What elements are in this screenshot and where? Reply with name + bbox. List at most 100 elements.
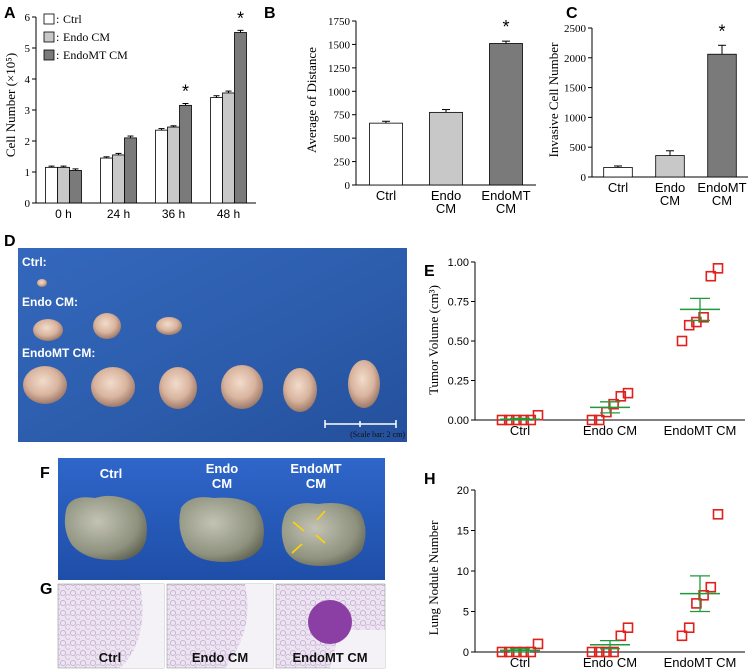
tumor-photo-panel: Ctrl: Endo CM: EndoMT CM: (Scale bar: 2 … — [18, 248, 407, 442]
histology-background — [225, 584, 273, 668]
chart-e-x-tick-label: Ctrl — [510, 423, 530, 438]
chart-e-data-point — [593, 414, 605, 426]
chart-b-y-tick-label: 1000 — [328, 86, 351, 98]
chart-h-data-point — [698, 589, 709, 601]
legend-label-endo: Endo CM — [63, 30, 110, 44]
chart-e-data-point — [615, 390, 627, 402]
panel-letter-h: H — [424, 471, 436, 488]
chart-h-data-point — [683, 622, 695, 634]
chart-h-x-tick-label: Ctrl — [510, 655, 530, 669]
chart-h-data-point — [586, 646, 598, 658]
chart-a-bar — [155, 129, 168, 204]
chart-c-y-tick-label: 1000 — [564, 112, 587, 124]
metastatic-nodule — [308, 600, 352, 644]
chart-h-x-tick-label: Endo CM — [583, 655, 637, 669]
chart-e-data-point — [712, 263, 724, 274]
tumor-endo — [93, 313, 121, 339]
chart-a-y-tick-label: 5 — [25, 43, 31, 55]
chart-b-y-tick-label: 500 — [334, 133, 351, 145]
chart-a-x-tick-label: 0 h — [55, 207, 72, 221]
chart-h-data-point — [593, 646, 605, 658]
chart-h-y-tick-label: 10 — [457, 566, 469, 578]
chart-e-y-tick-label: 0.75 — [448, 297, 469, 309]
chart-c-bar — [707, 53, 737, 178]
chart-h-x-tick-label: EndoMT CM — [664, 655, 737, 669]
panel-letter-g: G — [40, 581, 52, 598]
chart-b-x-tick-label: CM — [436, 201, 456, 216]
chart-a: Cell Number (×10⁵) : Ctrl : Endo CM : En… — [3, 8, 256, 221]
chart-a-significance-star: * — [182, 81, 189, 101]
chart-e-x-tick-label: Endo CM — [583, 423, 637, 438]
lung-endomt — [281, 503, 366, 566]
scale-bar-label: (Scale bar: 2 cm) — [350, 430, 405, 439]
chart-a-y-tick-label: 6 — [25, 12, 31, 24]
chart-a-x-tick-label: 36 h — [162, 207, 185, 221]
chart-e-data-point — [683, 319, 695, 331]
lung-ctrl — [64, 495, 147, 561]
chart-c: Invasive Cell Number 0 500 1000 1500 2000 250… — [546, 21, 748, 208]
chart-a-bar — [167, 126, 180, 204]
legend-prefix: : — [56, 30, 59, 44]
chart-e-data-point — [586, 414, 598, 426]
chart-h-y-tick-label: 15 — [457, 526, 469, 538]
chart-e-data-point — [608, 398, 619, 410]
chart-b-x-tick-label: Endo — [431, 188, 461, 203]
tumor-endomt — [283, 368, 317, 412]
chart-h-data-point — [691, 598, 702, 609]
chart-e-ylabel: Tumor Volume (cm³) — [426, 285, 441, 395]
nodule-arrows — [291, 510, 326, 554]
chart-b-x-tick-label: EndoMT — [481, 188, 530, 203]
chart-a-bar — [45, 166, 58, 204]
chart-h-data-point — [532, 638, 544, 650]
tumor-endomt — [221, 365, 263, 409]
histology-label-ctrl: Ctrl — [99, 650, 121, 665]
chart-c-ylabel: Invasive Cell Number — [546, 42, 561, 157]
tumor-ctrl — [37, 279, 47, 287]
chart-e: Tumor Volume (cm³) 0.00 0.25 0.50 0.75 1.00 C… — [426, 257, 745, 438]
lung-label-ctrl: Ctrl — [100, 466, 122, 481]
chart-c-y-tick-label: 0 — [581, 172, 587, 184]
panel-letter-a: A — [4, 5, 16, 22]
chart-b-y-tick-label: 750 — [334, 110, 351, 122]
chart-a-legend: : Ctrl : Endo CM : EndoMT CM — [43, 12, 128, 62]
tumor-photo-background — [18, 248, 407, 442]
legend-prefix: : — [56, 48, 59, 62]
chart-e-data-point — [496, 414, 508, 426]
chart-c-y-tick-label: 2500 — [564, 23, 587, 35]
chart-a-y-tick-label: 0 — [25, 198, 31, 210]
chart-e-data-point — [676, 335, 688, 347]
legend-prefix: : — [56, 12, 59, 26]
lung-photo-panel: Ctrl Endo CM EndoMT CM — [58, 458, 385, 580]
chart-a-y-tick-label: 2 — [25, 136, 31, 148]
chart-b-x-tick-label: CM — [496, 201, 516, 216]
chart-a-bar — [124, 137, 137, 204]
chart-c-x-tick-label: Endo — [655, 180, 685, 195]
chart-h-ylabel: Lung Nodule Number — [426, 520, 441, 635]
lung-endo — [179, 497, 264, 562]
chart-e-data-point — [698, 311, 709, 323]
histology-label-endo: Endo CM — [192, 650, 248, 665]
chart-a-ylabel: Cell Number (×10⁵) — [3, 53, 18, 157]
lung-label-endomt: EndoMT — [290, 461, 341, 476]
chart-b-y-tick-label: 1750 — [328, 16, 351, 28]
chart-b-bar — [429, 111, 463, 186]
chart-e-data-point — [622, 387, 634, 399]
histology-background — [330, 630, 385, 668]
tumor-endo — [156, 317, 182, 335]
chart-h-data-point — [608, 646, 619, 658]
legend-label-endomt: EndoMT CM — [63, 48, 128, 62]
chart-e-data-point — [705, 270, 717, 282]
legend-label-ctrl: Ctrl — [63, 12, 82, 26]
legend-swatch-endo — [43, 31, 55, 43]
histology-panel: Ctrl Endo CM EndoMT CM — [57, 583, 386, 669]
chart-b-ylabel: Average of Distance — [304, 47, 319, 153]
chart-e-y-tick-label: 0.00 — [448, 415, 469, 427]
lung-label-endo: Endo — [206, 461, 239, 476]
chart-e-x-tick-label: EndoMT CM — [664, 423, 737, 438]
chart-b-x-tick-label: Ctrl — [376, 188, 396, 203]
chart-b-bar — [369, 122, 403, 186]
chart-h-data-point — [615, 630, 627, 642]
tumor-row-label-endomt: EndoMT CM: — [22, 346, 95, 360]
chart-b-y-tick-label: 0 — [345, 180, 351, 192]
chart-a-bar — [100, 157, 113, 204]
